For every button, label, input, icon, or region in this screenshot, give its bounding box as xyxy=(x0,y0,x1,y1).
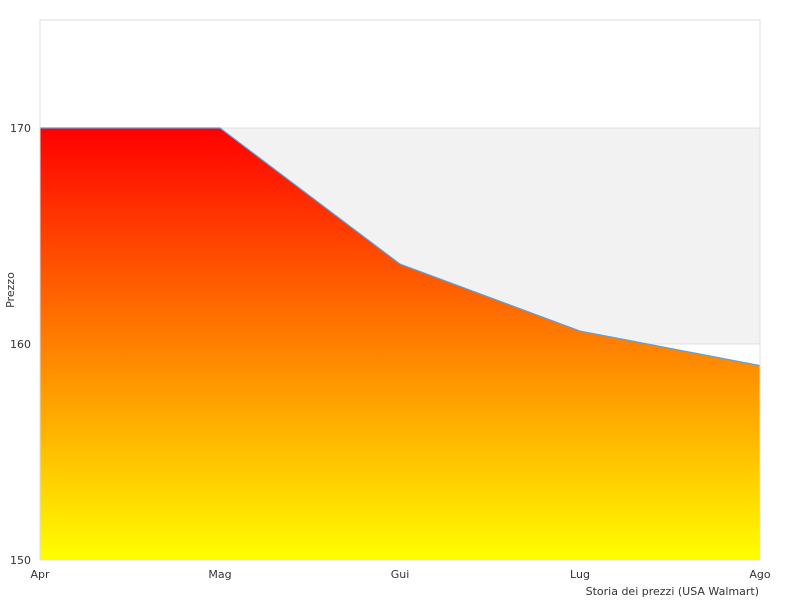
data-point[interactable] xyxy=(37,125,43,131)
x-axis-title: Storia dei prezzi (USA Walmart) xyxy=(586,585,759,598)
price-area xyxy=(40,128,760,560)
plot-frame xyxy=(39,19,761,561)
data-point[interactable] xyxy=(757,363,763,369)
x-tick-label: Ago xyxy=(749,568,771,581)
data-point[interactable] xyxy=(577,328,583,334)
y-tick-label: 160 xyxy=(10,338,31,351)
data-point[interactable] xyxy=(217,125,223,131)
x-tick-label: Mag xyxy=(208,568,231,581)
x-tick-label: Apr xyxy=(30,568,50,581)
x-tick-label: Gui xyxy=(391,568,410,581)
y-tick-label: 150 xyxy=(10,554,31,567)
price-line xyxy=(40,127,761,367)
x-tick-label: Lug xyxy=(570,568,590,581)
y-axis-title: Prezzo xyxy=(4,272,17,308)
data-point[interactable] xyxy=(397,261,403,267)
y-tick-label: 170 xyxy=(10,122,31,135)
